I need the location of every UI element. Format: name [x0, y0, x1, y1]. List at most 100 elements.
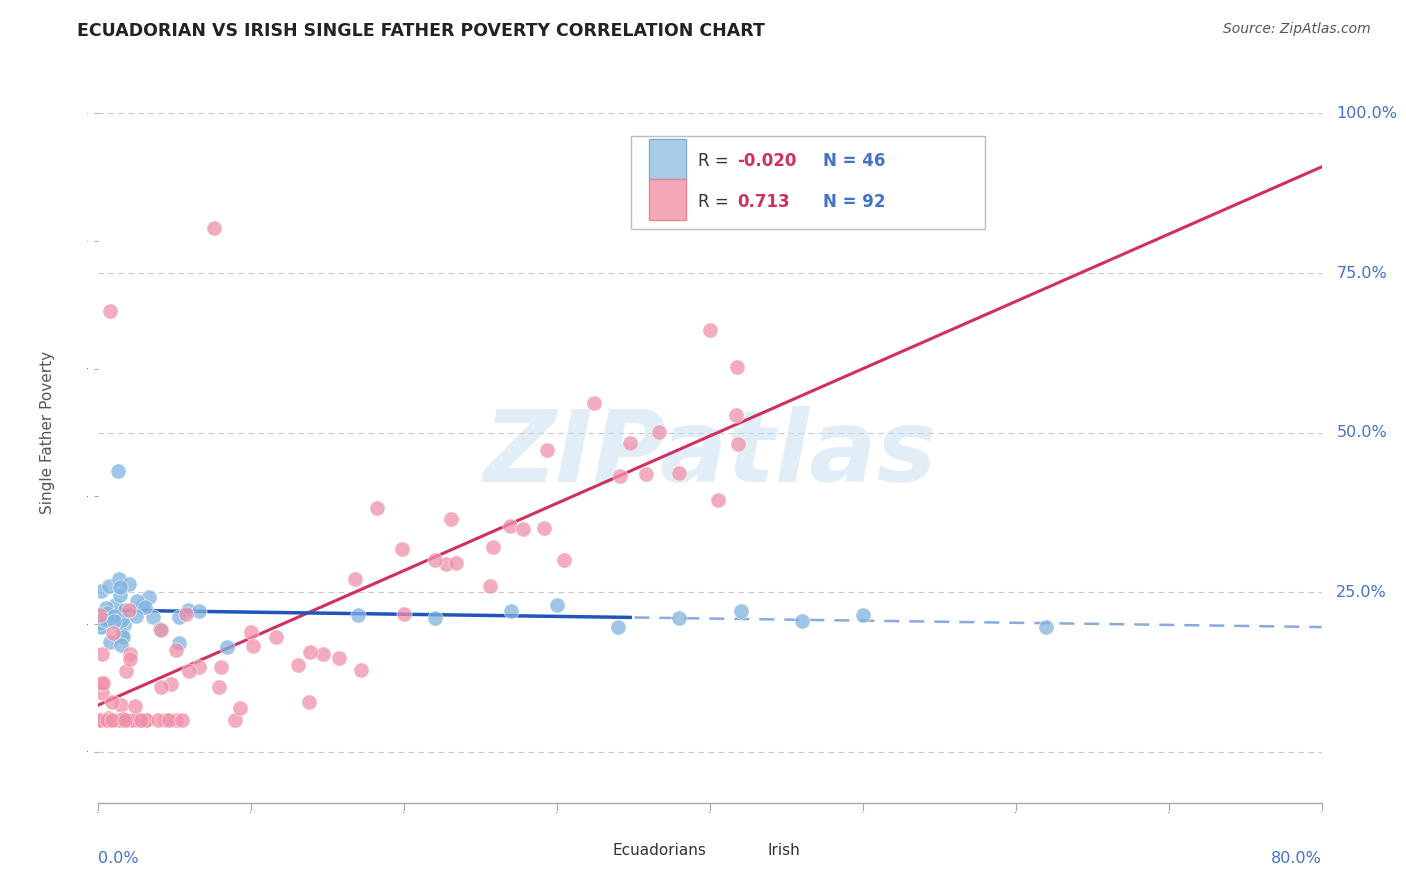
Point: [224, 713, 246, 727]
Point: [107, 572, 129, 586]
Point: [105, 713, 128, 727]
Point: [167, 609, 190, 624]
Point: [177, 603, 200, 617]
Point: [90, 713, 112, 727]
Point: [699, 323, 721, 337]
Point: [287, 658, 309, 673]
Point: [89, 608, 111, 623]
Point: [111, 613, 134, 627]
Point: [668, 466, 690, 480]
Point: [114, 618, 136, 632]
Point: [160, 676, 183, 690]
Point: [512, 522, 534, 536]
Point: [312, 647, 335, 661]
Point: [108, 713, 131, 727]
Point: [110, 713, 132, 727]
Point: [114, 603, 136, 617]
Point: [94, 713, 117, 727]
Point: [482, 540, 505, 554]
Text: -0.020: -0.020: [737, 152, 796, 169]
Point: [444, 556, 467, 570]
Point: [499, 518, 522, 533]
Point: [533, 521, 555, 535]
Point: [636, 467, 658, 481]
Point: [118, 577, 141, 591]
Point: [150, 623, 173, 637]
Point: [100, 304, 122, 318]
Point: [165, 643, 187, 657]
Point: [98, 634, 121, 648]
Point: [229, 701, 252, 715]
Point: [553, 553, 575, 567]
Point: [179, 665, 201, 679]
Point: [347, 607, 370, 622]
Point: [94, 614, 117, 628]
Point: [188, 660, 211, 674]
Point: [298, 645, 321, 659]
Point: [110, 581, 132, 595]
Point: [111, 712, 134, 726]
Text: N = 92: N = 92: [823, 193, 884, 211]
Point: [298, 695, 321, 709]
Point: [149, 681, 172, 695]
Point: [110, 698, 132, 712]
Point: [725, 408, 748, 422]
Point: [546, 598, 568, 612]
Text: Ecuadorians: Ecuadorians: [612, 844, 706, 858]
FancyBboxPatch shape: [630, 136, 986, 229]
Point: [609, 469, 631, 483]
Point: [174, 607, 197, 622]
Point: [98, 713, 121, 727]
Point: [479, 579, 502, 593]
Point: [208, 680, 231, 694]
Point: [707, 493, 730, 508]
Point: [131, 599, 153, 613]
Point: [90, 584, 112, 599]
Point: [90, 619, 112, 633]
Point: [94, 713, 117, 727]
Point: [619, 435, 641, 450]
Point: [101, 625, 124, 640]
Point: [209, 660, 232, 674]
Text: 0.0%: 0.0%: [98, 851, 139, 866]
Point: [501, 604, 523, 618]
Point: [115, 664, 138, 678]
Point: [328, 651, 350, 665]
Point: [155, 713, 177, 727]
Point: [157, 713, 180, 727]
Text: 25.0%: 25.0%: [1336, 584, 1388, 599]
Point: [242, 640, 264, 654]
Point: [1035, 620, 1057, 634]
Point: [103, 609, 125, 624]
Point: [97, 579, 120, 593]
Text: ZIPatlas: ZIPatlas: [484, 407, 936, 503]
Point: [129, 713, 152, 727]
Point: [607, 620, 630, 634]
Point: [93, 675, 115, 690]
Point: [89, 615, 111, 630]
Point: [582, 396, 605, 410]
Point: [118, 647, 141, 661]
Point: [536, 442, 558, 457]
Point: [135, 713, 157, 727]
Point: [121, 713, 143, 727]
Point: [103, 614, 125, 628]
Point: [114, 713, 136, 727]
Point: [790, 614, 813, 628]
Point: [93, 713, 115, 727]
Point: [90, 686, 112, 700]
Point: [90, 619, 112, 633]
Point: [730, 604, 752, 618]
Point: [105, 713, 128, 727]
Text: 50.0%: 50.0%: [1336, 425, 1388, 440]
Bar: [574, 844, 603, 872]
Point: [125, 713, 148, 727]
Text: Single Father Poverty: Single Father Poverty: [39, 351, 55, 514]
Point: [344, 572, 367, 586]
Point: [115, 713, 138, 727]
Point: [169, 636, 191, 650]
Point: [96, 601, 118, 615]
Point: [668, 611, 690, 625]
Point: [127, 713, 149, 727]
Point: [727, 437, 749, 451]
